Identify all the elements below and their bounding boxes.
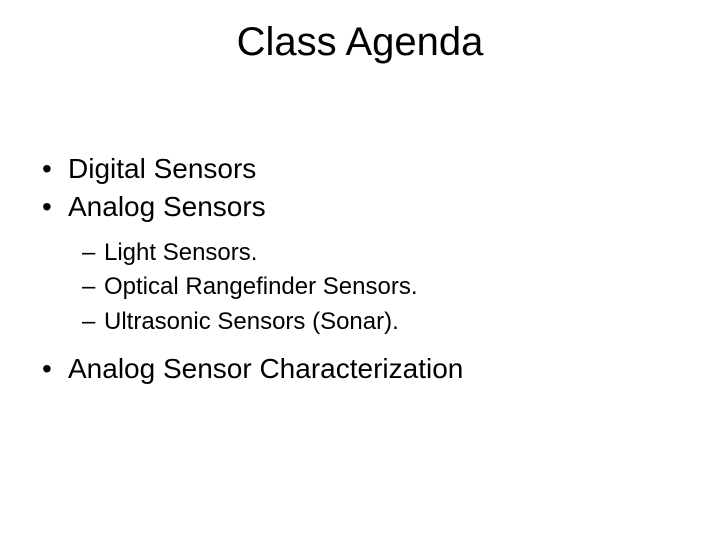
bullet-l1: Analog Sensors xyxy=(40,188,680,226)
bullet-l2: Light Sensors. xyxy=(40,236,680,271)
bullet-l1: Digital Sensors xyxy=(40,150,680,188)
slide-title: Class Agenda xyxy=(0,20,720,65)
slide-body: Digital Sensors Analog Sensors Light Sen… xyxy=(40,150,680,388)
bullet-l2: Optical Rangefinder Sensors. xyxy=(40,270,680,305)
slide: Class Agenda Digital Sensors Analog Sens… xyxy=(0,0,720,540)
bullet-l1: Analog Sensor Characterization xyxy=(40,350,680,388)
bullet-l2: Ultrasonic Sensors (Sonar). xyxy=(40,305,680,340)
